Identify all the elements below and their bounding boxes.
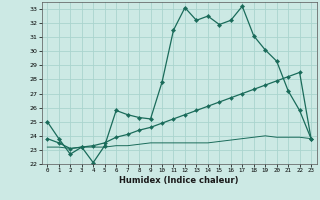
X-axis label: Humidex (Indice chaleur): Humidex (Indice chaleur) [119,176,239,185]
